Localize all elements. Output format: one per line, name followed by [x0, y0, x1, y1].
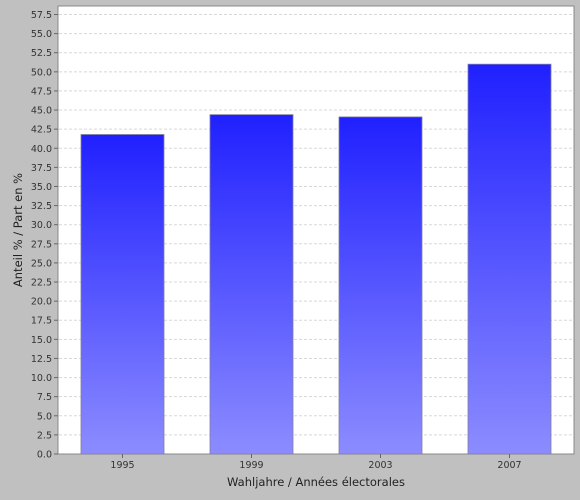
- y-tick-label: 15.0: [31, 335, 52, 346]
- y-tick-label: 52.5: [31, 48, 52, 59]
- y-tick-label: 47.5: [31, 86, 52, 97]
- x-tick-label-2003: 2003: [368, 460, 392, 471]
- x-tick-label-2007: 2007: [497, 460, 521, 471]
- y-tick-label: 55.0: [31, 29, 52, 40]
- x-tick-label-1999: 1999: [239, 460, 263, 471]
- y-tick-label: 57.5: [31, 10, 52, 21]
- bar-2007: [467, 63, 552, 455]
- y-axis-title: Anteil % / Part en %: [11, 173, 25, 287]
- y-tick-label: 35.0: [31, 182, 52, 193]
- y-tick-label: 40.0: [31, 144, 52, 155]
- y-tick-label: 50.0: [31, 67, 52, 78]
- y-tick-label: 10.0: [31, 373, 52, 384]
- y-tick-label: 20.0: [31, 297, 52, 308]
- y-tick-label: 0.0: [37, 450, 52, 461]
- bar-2003: [338, 116, 423, 455]
- y-tick-label: 37.5: [31, 163, 52, 174]
- bar-1995: [80, 134, 165, 455]
- y-axis-ticks: 0.0 2.5 5.0 7.5 10.0 12.5 15.0 17.5 20.0 22.5 25.0…: [31, 10, 58, 461]
- y-tick-label: 25.0: [31, 258, 52, 269]
- x-tick-label-1995: 1995: [110, 460, 134, 471]
- bars: [80, 63, 552, 455]
- bar-1999: [209, 114, 294, 455]
- y-tick-label: 5.0: [37, 411, 52, 422]
- y-tick-label: 32.5: [31, 201, 52, 212]
- x-axis-ticks: 1995 1999 2003 2007: [110, 454, 522, 471]
- y-tick-label: 12.5: [31, 354, 52, 365]
- y-tick-label: 42.5: [31, 125, 52, 136]
- y-tick-label: 30.0: [31, 220, 52, 231]
- y-tick-label: 7.5: [37, 392, 52, 403]
- y-tick-label: 27.5: [31, 239, 52, 250]
- y-tick-label: 22.5: [31, 278, 52, 289]
- y-tick-label: 45.0: [31, 106, 52, 117]
- x-axis-title: Wahljahre / Années électorales: [227, 475, 405, 489]
- y-tick-label: 17.5: [31, 316, 52, 327]
- y-tick-label: 2.5: [37, 430, 52, 441]
